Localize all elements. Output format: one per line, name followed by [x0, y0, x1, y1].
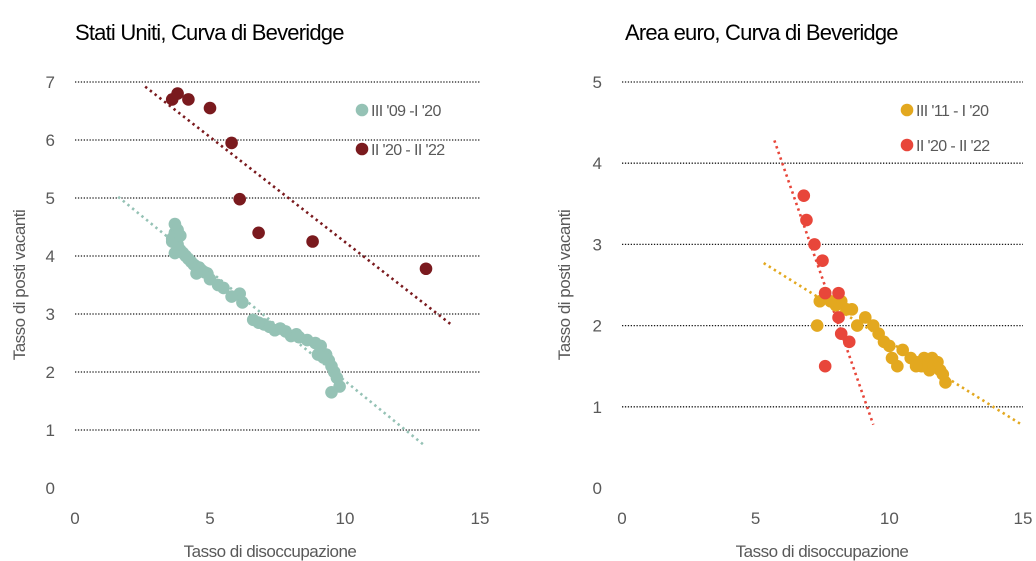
- legend-label: II '20 - II '22: [371, 142, 445, 159]
- data-point: [800, 213, 813, 227]
- data-point: [885, 351, 899, 365]
- x-tick-label: 10: [336, 509, 355, 528]
- x-tick-label: 5: [751, 509, 760, 528]
- legend-marker: [355, 103, 369, 117]
- legend-marker: [900, 138, 914, 152]
- x-tick-label: 15: [1014, 509, 1033, 528]
- data-point: [909, 359, 923, 373]
- chart-area-euro: Area euro, Curva di Beveridge Tasso di d…: [555, 20, 1032, 561]
- y-tick-label: 0: [593, 479, 602, 498]
- y-tick-label: 3: [593, 235, 602, 254]
- data-point: [306, 235, 319, 248]
- y-tick-label: 4: [46, 247, 55, 266]
- data-points: [797, 189, 952, 389]
- y-tick-label: 1: [46, 421, 55, 440]
- x-tick-label: 0: [617, 509, 626, 528]
- data-point: [832, 286, 845, 300]
- data-point: [842, 335, 856, 349]
- data-point: [810, 319, 824, 332]
- data-point: [171, 87, 184, 100]
- y-tick-label: 3: [46, 305, 55, 324]
- data-point: [816, 254, 829, 267]
- data-point: [866, 319, 880, 332]
- y-tick-label: 5: [46, 189, 55, 208]
- data-point: [225, 290, 238, 303]
- y-axis-label: Tasso di posti vacanti: [555, 210, 574, 361]
- data-point: [850, 319, 864, 332]
- data-point: [311, 348, 325, 361]
- data-point: [233, 192, 246, 206]
- data-points: [165, 87, 433, 399]
- data-point: [325, 386, 338, 399]
- data-point: [808, 238, 821, 251]
- y-axis-label: Tasso di posti vacanti: [10, 210, 29, 361]
- legend-marker: [355, 142, 369, 156]
- y-tick-label: 1: [593, 398, 602, 417]
- x-tick-label: 15: [471, 509, 490, 528]
- trendlines: [762, 140, 1024, 427]
- y-tick-label: 2: [593, 317, 602, 336]
- y-tick-label: 0: [46, 479, 55, 498]
- gridlines: [75, 81, 480, 431]
- data-point: [834, 327, 848, 341]
- legend-marker: [900, 103, 914, 117]
- x-axis-label: Tasso di disoccupazione: [736, 542, 909, 561]
- data-point: [818, 359, 832, 373]
- y-tick-label: 2: [46, 363, 55, 382]
- data-point: [182, 93, 195, 106]
- chart-stati-uniti: Stati Uniti, Curva di Beveridge Tasso di…: [10, 20, 489, 561]
- y-tick-label: 7: [46, 73, 55, 92]
- chart-title: Area euro, Curva di Beveridge: [625, 20, 898, 45]
- data-point: [252, 226, 265, 240]
- data-point: [818, 286, 832, 300]
- y-tick-label: 5: [593, 73, 602, 92]
- trendline-series-2: [144, 85, 452, 325]
- data-point: [832, 311, 845, 324]
- y-tick-label: 6: [46, 131, 55, 150]
- data-point: [225, 136, 238, 150]
- data-point: [419, 262, 433, 276]
- chart-title: Stati Uniti, Curva di Beveridge: [75, 20, 344, 45]
- legend-label: II '20 - II '22: [916, 138, 990, 155]
- x-tick-label: 0: [70, 509, 79, 528]
- x-axis-label: Tasso di disoccupazione: [184, 542, 357, 561]
- data-point: [168, 217, 182, 231]
- data-point: [174, 229, 187, 242]
- x-tick-label: 5: [205, 509, 214, 528]
- data-point: [246, 313, 260, 327]
- data-point: [797, 189, 811, 202]
- legend: III '11 - I '20 II '20 - II '22: [900, 103, 991, 155]
- legend-label: III '09 -I '20: [371, 103, 441, 120]
- gridlines: [622, 81, 1023, 408]
- trendlines: [117, 85, 452, 446]
- data-point: [203, 101, 217, 115]
- trendline-series-2: [773, 140, 875, 426]
- data-point: [858, 311, 872, 324]
- x-tick-label: 10: [880, 509, 899, 528]
- legend-label: III '11 - I '20: [916, 103, 989, 120]
- legend: III '09 -I '20 II '20 - II '22: [355, 103, 446, 159]
- y-tick-label: 4: [593, 154, 602, 173]
- tick-labels: 0 1 2 3 4 5 6 7 0 5 10 15: [46, 73, 490, 528]
- data-point: [896, 343, 909, 357]
- tick-labels: 0 1 2 3 4 5 0 5 10 15: [593, 73, 1033, 528]
